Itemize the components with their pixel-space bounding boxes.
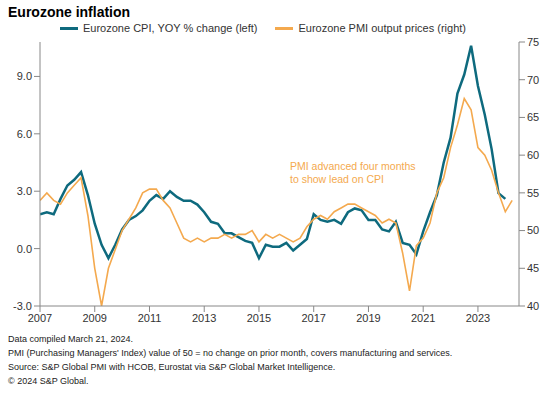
svg-text:2011: 2011 (138, 312, 162, 324)
html-text:PMI advanced four months: PMI advanced four months (290, 160, 416, 172)
svg-text:9.0: 9.0 (17, 70, 32, 82)
svg-text:2019: 2019 (356, 312, 380, 324)
svg-text:3.0: 3.0 (17, 185, 32, 197)
html-text:PMI (Purchasing Managers' Inde: PMI (Purchasing Managers' Index) value o… (8, 348, 453, 358)
svg-text:6.0: 6.0 (17, 128, 32, 140)
svg-text:0.0: 0.0 (17, 243, 32, 255)
svg-text:50: 50 (527, 224, 539, 236)
svg-text:-3.0: -3.0 (13, 300, 32, 312)
svg-text:55: 55 (527, 187, 539, 199)
svg-text:2015: 2015 (247, 312, 271, 324)
svg-text:2021: 2021 (411, 312, 435, 324)
svg-text:2009: 2009 (83, 312, 107, 324)
svg-text:60: 60 (527, 149, 539, 161)
svg-text:75: 75 (527, 36, 539, 48)
svg-text:40: 40 (527, 300, 539, 312)
svg-text:2007: 2007 (28, 312, 52, 324)
html-text:Source: S&P Global PMI with HC: Source: S&P Global PMI with HCOB, Eurost… (8, 362, 336, 372)
svg-text:45: 45 (527, 262, 539, 274)
html-text:Eurozone inflation: Eurozone inflation (8, 4, 131, 20)
html-text:Eurozone CPI, YOY % change (le: Eurozone CPI, YOY % change (left) (83, 22, 258, 34)
svg-text:2017: 2017 (301, 312, 325, 324)
html-text:© 2024 S&P Global.: © 2024 S&P Global. (8, 376, 89, 386)
html-text:to show lead on CPI: to show lead on CPI (290, 173, 384, 185)
svg-text:70: 70 (527, 74, 539, 86)
svg-text:65: 65 (527, 111, 539, 123)
html-text:Eurozone PMI output prices (ri: Eurozone PMI output prices (right) (298, 22, 466, 34)
svg-text:2013: 2013 (192, 312, 216, 324)
svg-text:2023: 2023 (466, 312, 490, 324)
html-text:Data compiled March 21, 2024.: Data compiled March 21, 2024. (8, 334, 134, 344)
